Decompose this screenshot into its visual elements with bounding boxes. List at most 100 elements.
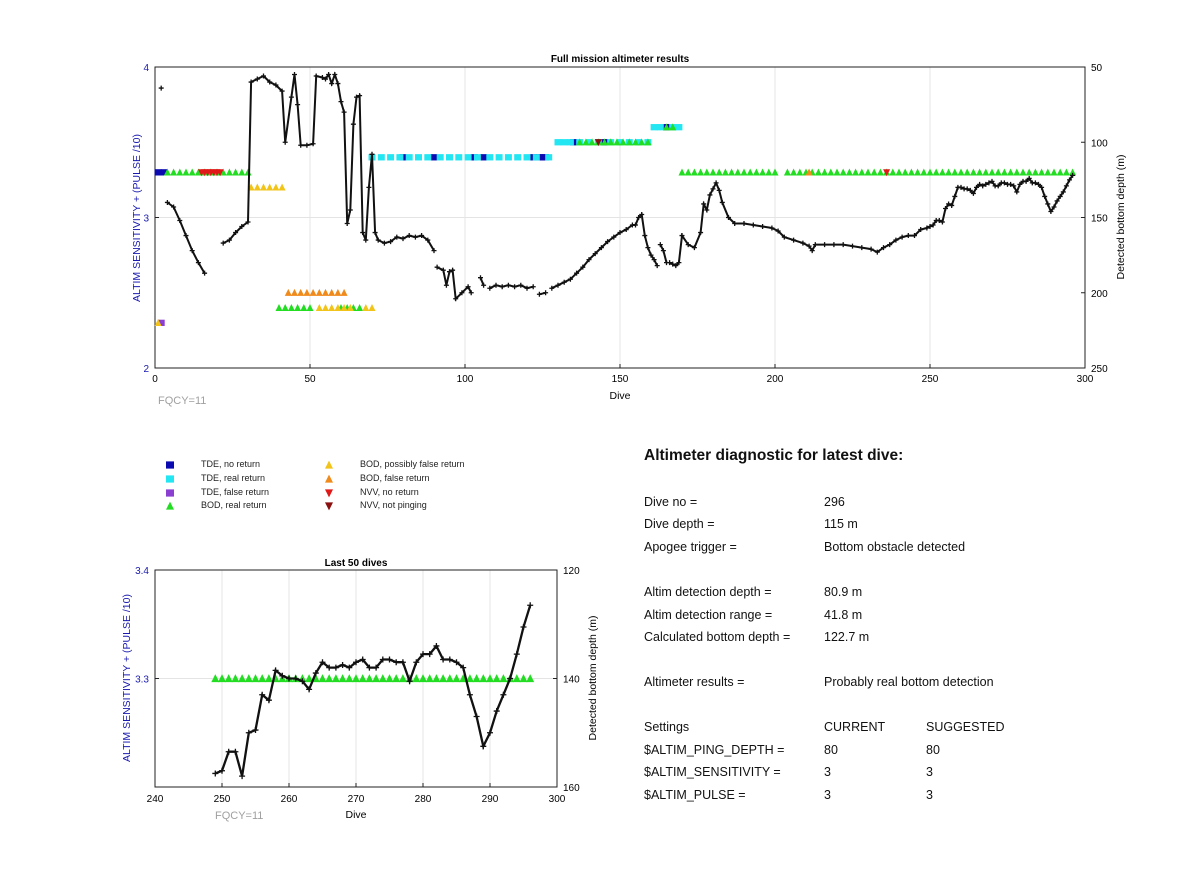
marker-tde-no-return bbox=[430, 154, 438, 161]
depth-point bbox=[487, 729, 493, 736]
settings-header-current: CURRENT bbox=[824, 720, 886, 734]
depth-point bbox=[313, 73, 319, 79]
marker-bod-real-return bbox=[827, 168, 835, 176]
marker-bod-real-return bbox=[232, 168, 240, 176]
depth-point bbox=[549, 285, 555, 291]
marker-bod-real-return bbox=[194, 168, 202, 176]
depth-point bbox=[605, 239, 611, 245]
marker-tde-real-return bbox=[464, 154, 472, 161]
depth-point bbox=[611, 234, 617, 240]
depth-point bbox=[232, 748, 239, 755]
marker-bod-real-return bbox=[492, 674, 501, 683]
depth-point bbox=[326, 664, 333, 671]
diagnostic-value: Probably real bottom detection bbox=[824, 675, 994, 689]
marker-bod-real-return bbox=[1019, 168, 1027, 176]
depth-point bbox=[1060, 189, 1066, 195]
main-chart-ylabel-right: Detected bottom depth (m) bbox=[1115, 155, 1127, 280]
setting-current-value: 3 bbox=[824, 788, 831, 802]
depth-point bbox=[426, 651, 433, 658]
depth-point bbox=[379, 656, 386, 663]
marker-bod-real-return bbox=[644, 138, 652, 146]
depth-point bbox=[195, 260, 201, 266]
marker-bod-real-return bbox=[619, 138, 627, 146]
marker-bod-possibly-false bbox=[272, 183, 280, 191]
depth-point bbox=[487, 285, 493, 291]
marker-bod-real-return bbox=[709, 168, 717, 176]
legend-marker-nvv-no-return bbox=[325, 488, 333, 497]
legend-label: BOD, false return bbox=[360, 472, 430, 483]
marker-bod-real-return bbox=[318, 674, 327, 683]
depth-point bbox=[859, 245, 865, 251]
legend-swatch bbox=[166, 488, 174, 497]
depth-point bbox=[679, 233, 685, 239]
marker-bod-real-return bbox=[412, 674, 421, 683]
marker-bod-possibly-false bbox=[334, 303, 342, 311]
depth-point bbox=[986, 180, 992, 186]
depth-line-segment bbox=[551, 212, 659, 290]
diagnostic-value: Bottom obstacle detected bbox=[824, 540, 966, 554]
depth-point bbox=[286, 675, 292, 682]
depth-point bbox=[419, 233, 425, 239]
diagnostic-label: Apogee trigger = bbox=[644, 540, 737, 554]
depth-point bbox=[279, 672, 286, 679]
depth-point bbox=[660, 248, 666, 254]
depth-point bbox=[440, 656, 447, 663]
depth-point bbox=[282, 139, 288, 145]
depth-point bbox=[1014, 189, 1020, 195]
depth-point bbox=[949, 202, 955, 208]
depth-point bbox=[939, 219, 945, 225]
depth-point bbox=[254, 76, 260, 82]
diagnostic-value: 41.8 m bbox=[824, 608, 863, 622]
marker-bod-real-return bbox=[182, 168, 190, 176]
depth-point bbox=[775, 228, 781, 234]
marker-tde-real-return bbox=[377, 154, 385, 161]
marker-bod-real-return bbox=[372, 674, 381, 683]
depth-point bbox=[905, 233, 911, 239]
marker-bod-real-return bbox=[684, 168, 692, 176]
y-left-tick-label: 2 bbox=[143, 364, 149, 375]
legend-marker-nvv-not-pinging bbox=[325, 502, 333, 511]
marker-bod-real-return bbox=[419, 674, 427, 683]
depth-point bbox=[1023, 178, 1029, 184]
x-tick-label: 150 bbox=[612, 374, 629, 385]
depth-point bbox=[202, 270, 208, 276]
legend-label: NVV, not pinging bbox=[360, 500, 427, 511]
depth-point bbox=[272, 667, 279, 674]
legend-marker-bod-real-return bbox=[166, 501, 174, 510]
marker-bod-real-return bbox=[325, 674, 334, 683]
depth-point bbox=[952, 193, 958, 199]
diagnostic-label: Dive depth = bbox=[644, 517, 715, 531]
depth-point bbox=[413, 659, 420, 666]
depth-point bbox=[219, 767, 225, 774]
diagnostic-label: Altimeter results = bbox=[644, 675, 745, 689]
marker-bod-real-return bbox=[170, 168, 178, 176]
marker-bod-real-return bbox=[901, 168, 909, 176]
depth-point bbox=[881, 245, 886, 251]
depth-point bbox=[295, 102, 301, 108]
marker-tde-real-return bbox=[396, 154, 404, 161]
x-tick-label: 50 bbox=[304, 374, 316, 385]
depth-point bbox=[713, 180, 719, 186]
depth-point bbox=[927, 224, 933, 230]
depth-point bbox=[555, 282, 561, 288]
depth-point bbox=[831, 242, 837, 248]
marker-bod-real-return bbox=[796, 168, 804, 176]
depth-point bbox=[386, 656, 393, 663]
depth-point bbox=[1032, 180, 1038, 186]
depth-point bbox=[248, 79, 254, 85]
marker-bod-real-return bbox=[721, 168, 729, 176]
legend-swatch bbox=[166, 475, 174, 483]
marker-bod-possibly-false bbox=[278, 183, 286, 191]
marker-bod-real-return bbox=[771, 168, 779, 176]
marker-bod-real-return bbox=[465, 674, 474, 683]
y-right-tick-label: 120 bbox=[563, 566, 580, 577]
depth-point bbox=[520, 623, 527, 630]
depth-point bbox=[239, 773, 246, 780]
marker-tde-real-return bbox=[532, 154, 540, 161]
legend-marker-tde-real-return bbox=[166, 475, 174, 483]
depth-point bbox=[980, 183, 986, 189]
depth-point bbox=[543, 290, 549, 296]
depth-point bbox=[363, 237, 369, 243]
x-tick-label: 0 bbox=[152, 374, 158, 385]
